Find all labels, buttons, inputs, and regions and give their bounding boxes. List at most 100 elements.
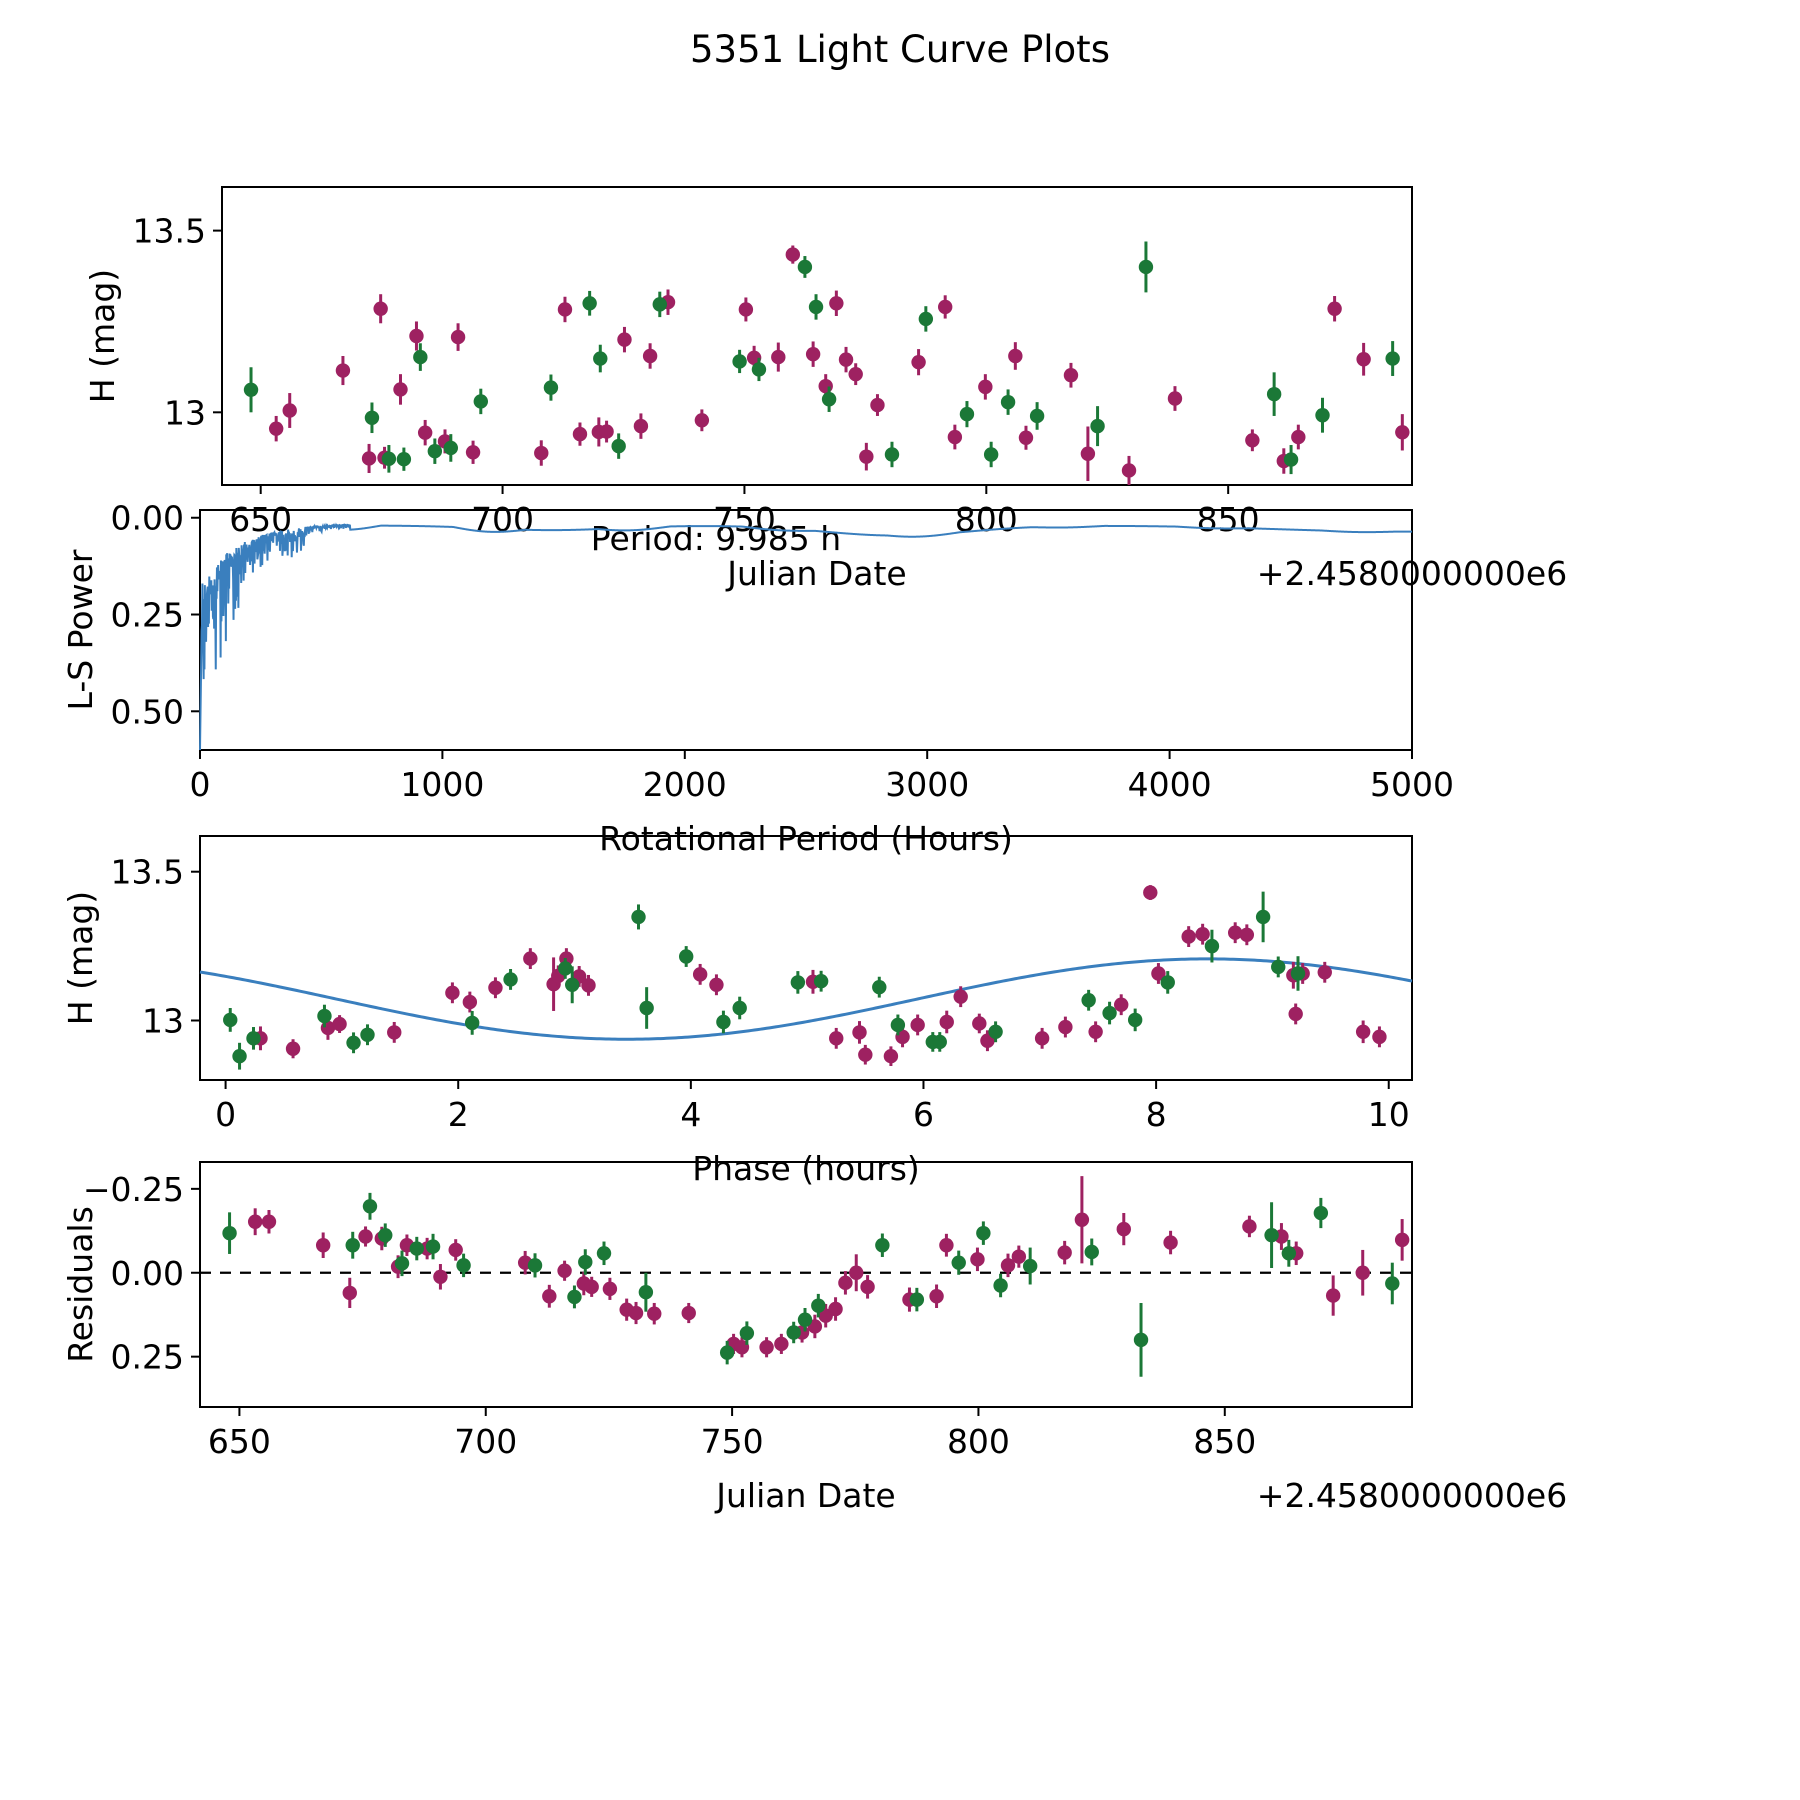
xtick-label-lomb-scargle-periodogram-3: 3000 (885, 765, 969, 804)
data-point-residuals-series_a-33 (929, 1289, 944, 1304)
data-point-residuals-series_a-46 (1355, 1265, 1370, 1280)
data-point-light-curve-raw-series_a-21 (694, 413, 710, 428)
xtick-label-residuals-4: 850 (1193, 1422, 1256, 1461)
data-point-phase-folded-light-curve-series_a-36 (1239, 927, 1255, 942)
data-point-residuals-series_b-19 (909, 1292, 925, 1307)
data-point-phase-folded-light-curve-series_b-4 (346, 1035, 361, 1051)
data-point-light-curve-raw-series_a-39 (1063, 368, 1079, 383)
data-point-residuals-series_a-34 (939, 1238, 954, 1253)
axis-label-y-light-curve-raw: H (mag) (83, 269, 122, 403)
data-point-residuals-series_a-15 (584, 1279, 599, 1295)
data-point-residuals-series_a-28 (828, 1301, 843, 1317)
data-point-phase-folded-light-curve-series_a-34 (1195, 926, 1210, 942)
data-point-light-curve-raw-series_b-16 (808, 299, 824, 315)
data-point-phase-folded-light-curve-series_a-40 (1317, 965, 1332, 980)
axis-label-x-light-curve-raw: Julian Date (725, 554, 907, 593)
data-point-light-curve-raw-series_a-32 (870, 397, 885, 413)
axes-frame-residuals (199, 1161, 1413, 1408)
data-point-phase-folded-light-curve-series_a-31 (1143, 885, 1158, 900)
data-point-residuals-series_a-29 (838, 1275, 853, 1291)
xtick-label-residuals-0: 650 (208, 1422, 271, 1461)
data-point-light-curve-raw-series_b-12 (652, 297, 667, 312)
data-point-light-curve-raw-series_a-1 (282, 403, 297, 418)
data-point-phase-folded-light-curve-series_a-41 (1355, 1024, 1371, 1039)
data-point-phase-folded-light-curve-series_a-33 (1181, 929, 1196, 944)
data-point-phase-folded-light-curve-series_b-8 (558, 961, 573, 976)
data-point-residuals-series_b-18 (875, 1238, 890, 1253)
data-point-light-curve-raw-series_a-46 (1327, 301, 1342, 316)
data-point-phase-folded-light-curve-series_a-25 (972, 1016, 987, 1031)
data-point-phase-folded-light-curve-series_a-19 (858, 1047, 873, 1062)
data-point-light-curve-raw-series_a-47 (1356, 352, 1371, 367)
data-point-light-curve-raw-series_b-24 (1090, 418, 1105, 434)
data-point-phase-folded-light-curve-series_b-28 (1271, 959, 1286, 975)
data-point-light-curve-raw-series_b-18 (884, 447, 900, 462)
data-point-residuals-series_a-20 (681, 1305, 696, 1321)
data-point-residuals-series_a-42 (1242, 1219, 1257, 1234)
xtick-label-light-curve-raw-1: 700 (471, 500, 534, 539)
data-point-residuals-series_a-13 (557, 1263, 572, 1278)
data-point-residuals-series_a-36 (1000, 1258, 1016, 1273)
data-point-light-curve-raw-series_b-27 (1283, 452, 1299, 467)
data-point-residuals-series_b-8 (527, 1258, 543, 1273)
data-point-light-curve-raw-series_a-3 (361, 451, 377, 466)
data-point-light-curve-raw-series_b-13 (732, 354, 747, 369)
ytick-label-lomb-scargle-periodogram-0: 0.00 (111, 499, 184, 538)
ytick-label-phase-folded-light-curve-1: 13 (142, 1001, 184, 1040)
data-point-phase-folded-light-curve-series_a-24 (953, 989, 968, 1004)
axis-label-y-lomb-scargle-periodogram: L-S Power (61, 549, 100, 710)
data-point-residuals-series_b-12 (638, 1285, 654, 1300)
xtick-label-light-curve-raw-4: 850 (1197, 500, 1260, 539)
data-point-residuals-series_b-4 (394, 1256, 410, 1271)
data-point-light-curve-raw-series_b-2 (381, 451, 397, 467)
data-point-light-curve-raw-series_b-11 (611, 438, 626, 454)
data-point-residuals-series_a-38 (1057, 1245, 1072, 1260)
data-point-light-curve-raw-series_a-17 (617, 332, 632, 347)
data-point-light-curve-raw-series_a-33 (911, 354, 926, 370)
data-point-residuals-series_b-13 (719, 1345, 735, 1360)
axes-frame-lomb-scargle-periodogram (199, 509, 1413, 751)
data-point-phase-folded-light-curve-series_b-24 (1127, 1012, 1143, 1028)
xtick-label-phase-folded-light-curve-0: 0 (215, 1095, 236, 1134)
data-point-phase-folded-light-curve-series_b-14 (732, 1000, 747, 1016)
data-point-light-curve-raw-series_a-14 (572, 426, 588, 442)
data-point-light-curve-raw-series_a-28 (829, 296, 844, 311)
data-point-light-curve-raw-series_b-7 (473, 394, 489, 409)
data-point-light-curve-raw-series_a-19 (642, 348, 658, 364)
data-point-light-curve-raw-series_b-9 (582, 296, 597, 311)
data-point-residuals-series_b-15 (786, 1325, 801, 1340)
data-point-light-curve-raw-series_b-14 (751, 362, 767, 377)
data-point-phase-folded-light-curve-series_b-22 (1081, 993, 1096, 1008)
xtick-label-lomb-scargle-periodogram-4: 4000 (1128, 765, 1212, 804)
xtick-label-light-curve-raw-2: 750 (713, 500, 776, 539)
ytick-label-light-curve-raw-0: 13.5 (133, 212, 206, 251)
data-point-phase-folded-light-curve-series_a-15 (709, 977, 724, 992)
data-point-light-curve-raw-series_a-38 (1018, 430, 1034, 445)
data-point-light-curve-raw-series_a-36 (978, 379, 993, 395)
data-point-phase-folded-light-curve-series_b-21 (988, 1024, 1003, 1039)
data-point-phase-folded-light-curve-series_a-18 (852, 1025, 867, 1040)
data-point-light-curve-raw-series_a-31 (859, 449, 874, 464)
data-point-residuals-series_a-35 (970, 1252, 985, 1267)
data-point-phase-folded-light-curve-series_b-25 (1160, 975, 1175, 990)
data-point-phase-folded-light-curve-series_b-17 (872, 979, 887, 995)
ytick-label-lomb-scargle-periodogram-1: 0.25 (111, 596, 184, 635)
xtick-label-light-curve-raw-3: 800 (955, 500, 1018, 539)
data-point-light-curve-raw-series_a-8 (417, 425, 433, 440)
data-point-phase-folded-light-curve-series_b-9 (565, 977, 580, 992)
data-point-phase-folded-light-curve-series_a-27 (1034, 1031, 1050, 1046)
periodogram-trace (199, 522, 1412, 751)
data-point-residuals-series_b-24 (1084, 1244, 1099, 1260)
data-point-residuals-series_a-18 (628, 1305, 644, 1321)
data-point-light-curve-raw-series_b-1 (364, 410, 380, 425)
data-point-residuals-series_b-21 (976, 1225, 991, 1241)
data-point-light-curve-raw-series_a-10 (450, 329, 466, 345)
data-point-residuals-series_b-20 (951, 1255, 966, 1270)
data-point-phase-folded-light-curve-series_a-4 (387, 1025, 402, 1040)
ytick-label-lomb-scargle-periodogram-2: 0.50 (111, 692, 184, 731)
data-point-residuals-series_b-23 (1022, 1258, 1038, 1274)
data-point-phase-folded-light-curve-series_a-17 (829, 1031, 844, 1046)
ytick-label-residuals-1: 0.00 (111, 1254, 184, 1293)
data-point-light-curve-raw-series_b-25 (1138, 259, 1154, 275)
